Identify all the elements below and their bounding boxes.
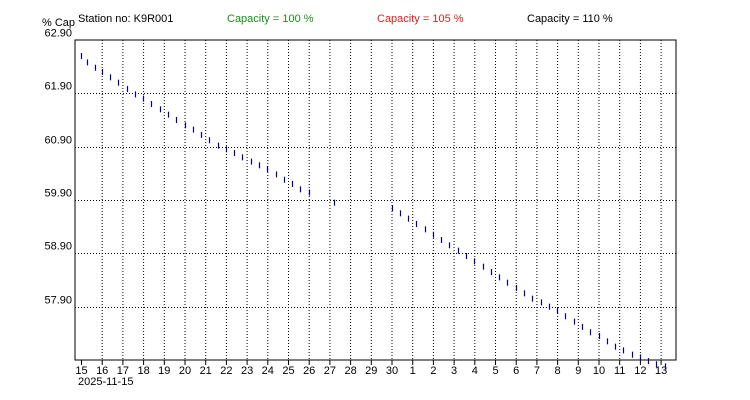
x-tick-label: 10 [593, 365, 605, 377]
x-tick-label: 25 [282, 365, 294, 377]
x-tick-label: 28 [344, 365, 356, 377]
x-tick-label: 22 [220, 365, 232, 377]
capacity-100-label: Capacity = 100 % [227, 13, 314, 25]
x-tick-label: 4 [472, 365, 478, 377]
x-tick-label: 24 [262, 365, 274, 377]
x-tick-label: 29 [365, 365, 377, 377]
y-tick-label: 58.90 [44, 241, 72, 253]
x-tick-label: 30 [386, 365, 398, 377]
x-tick-label: 17 [117, 365, 129, 377]
y-tick-label: 62.90 [44, 28, 72, 40]
y-tick-label: 59.90 [44, 188, 72, 200]
y-tick-label: 60.90 [44, 135, 72, 147]
x-tick-label: 16 [96, 365, 108, 377]
x-tick-label: 19 [158, 365, 170, 377]
x-tick-label: 27 [324, 365, 336, 377]
y-tick-label: 61.90 [44, 81, 72, 93]
x-tick-label: 11 [614, 365, 625, 377]
x-tick-label: 12 [634, 365, 646, 377]
x-tick-label: 26 [303, 365, 315, 377]
x-tick-label: 23 [241, 365, 253, 377]
x-tick-label: 15 [75, 365, 87, 377]
x-tick-label: 5 [492, 365, 498, 377]
y-tick-label: 57.90 [44, 295, 72, 307]
x-tick-label: 9 [575, 365, 581, 377]
x-tick-label: 21 [200, 365, 212, 377]
x-tick-label: 8 [555, 365, 561, 377]
x-tick-label: 3 [451, 365, 457, 377]
x-date-label: 2025-11-15 [78, 376, 133, 388]
capacity-105-label: Capacity = 105 % [377, 13, 464, 25]
x-tick-label: 7 [534, 365, 540, 377]
x-tick-label: 6 [513, 365, 519, 377]
x-tick-label: 18 [137, 365, 149, 377]
x-tick-label: 2 [430, 365, 436, 377]
x-tick-label: 13 [655, 365, 667, 377]
capacity-110-label: Capacity = 110 % [527, 13, 613, 25]
x-tick-label: 1 [410, 365, 416, 377]
station-label: Station no: K9R001 [78, 13, 174, 25]
y-axis-title: % Cap [42, 17, 76, 29]
x-tick-label: 20 [179, 365, 191, 377]
